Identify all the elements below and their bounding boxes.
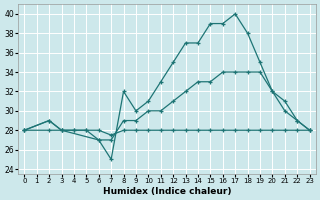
X-axis label: Humidex (Indice chaleur): Humidex (Indice chaleur) [103,187,231,196]
